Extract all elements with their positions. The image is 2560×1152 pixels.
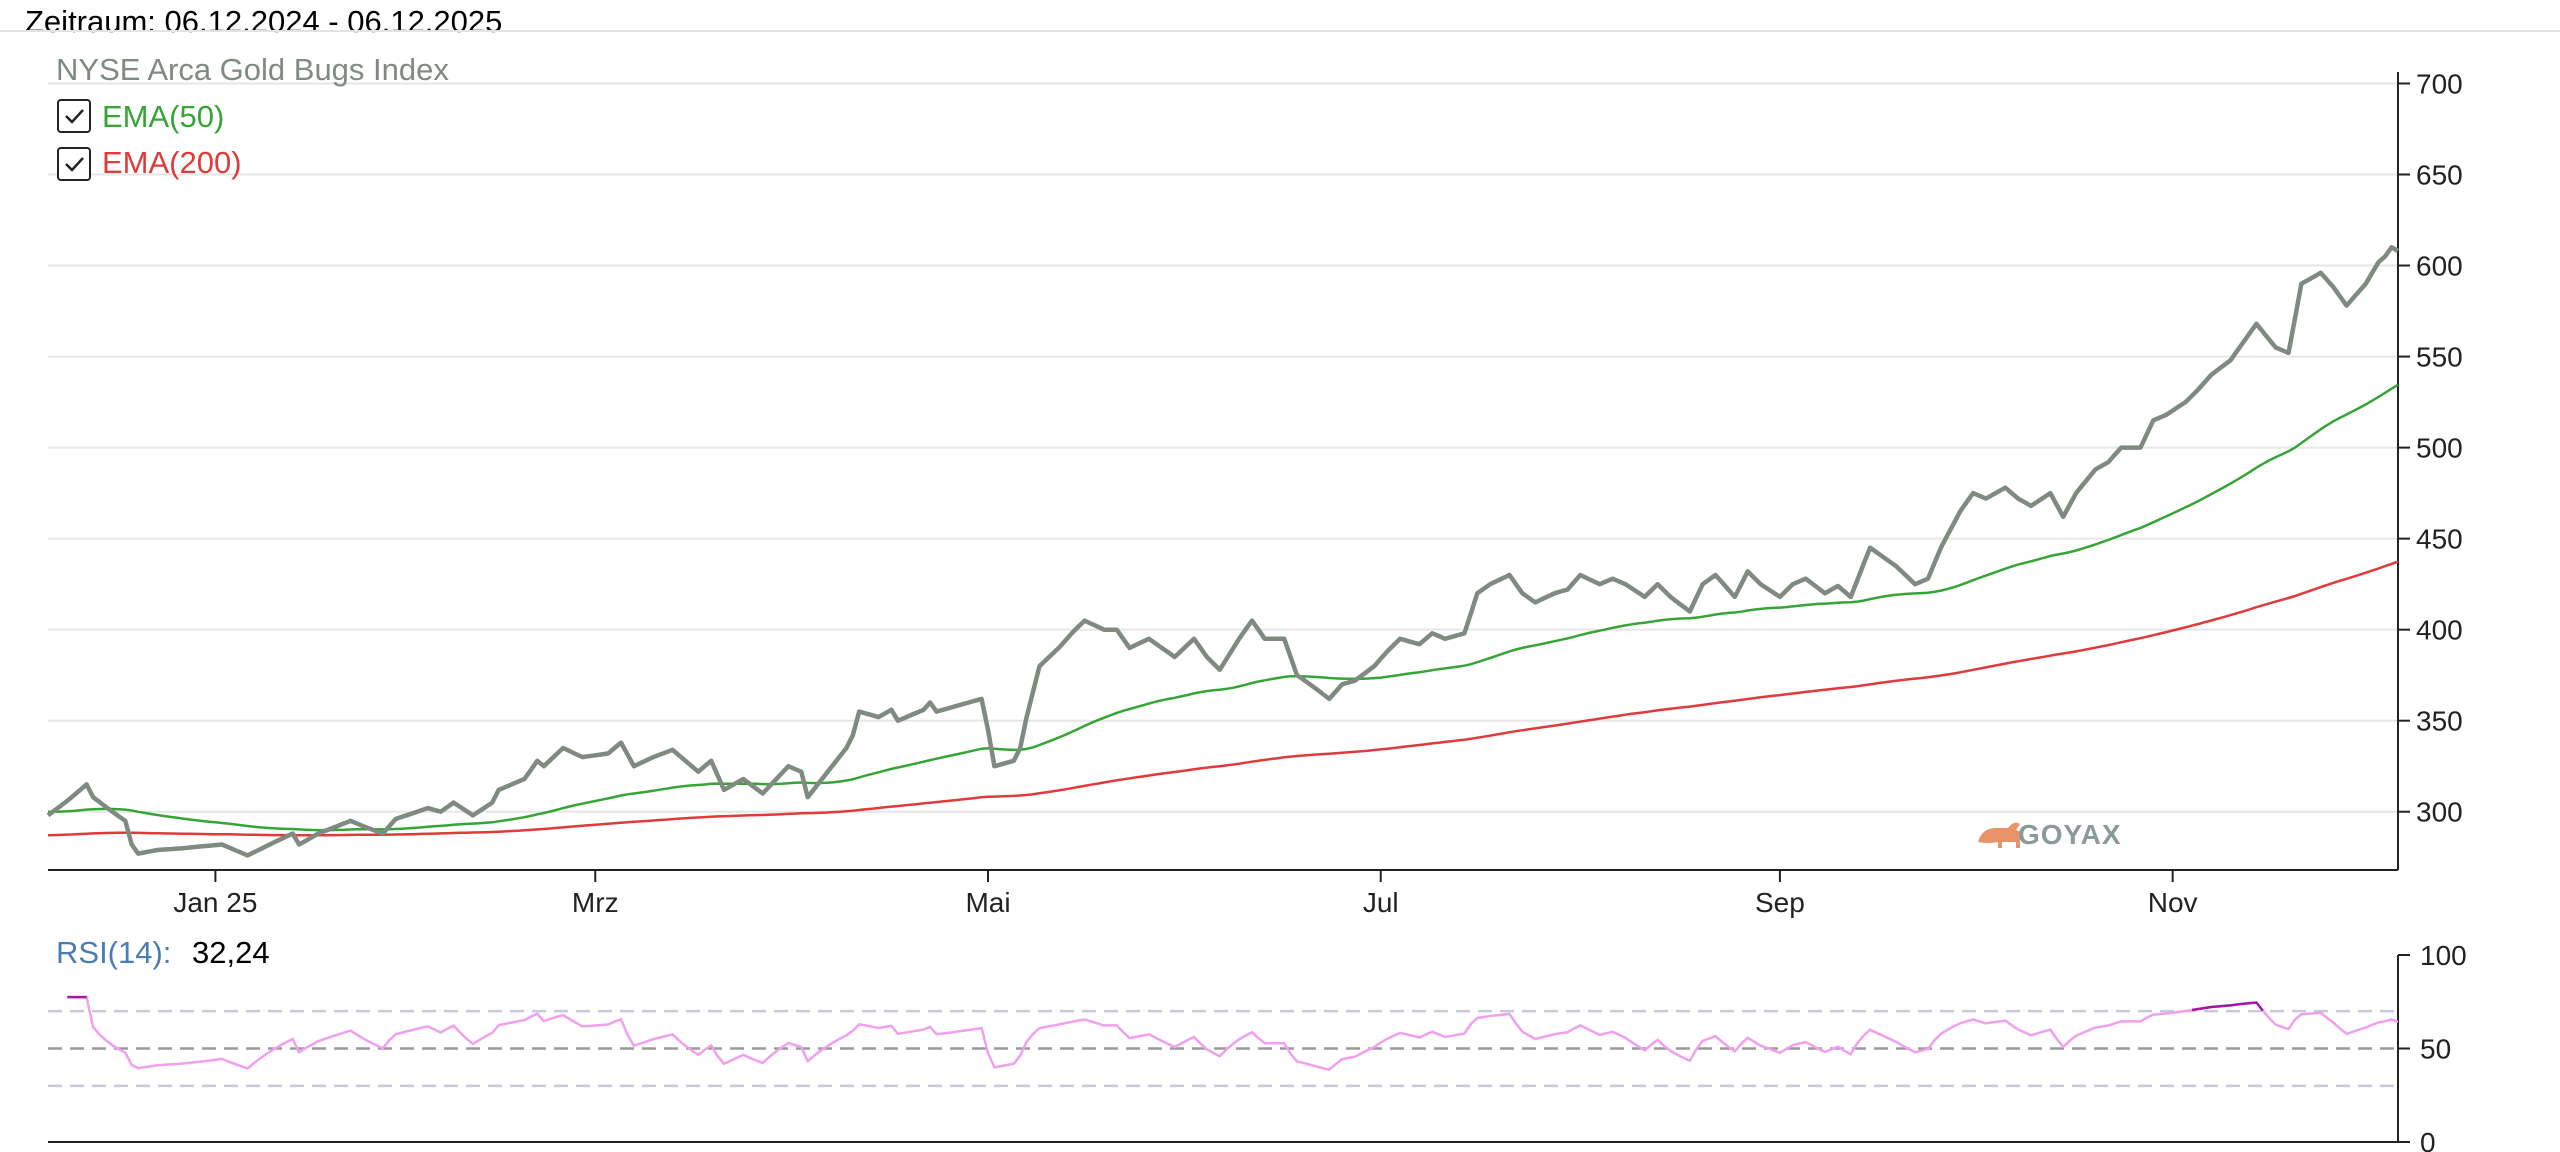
y-tick-label: 400: [2416, 615, 2463, 646]
y-tick-label: 450: [2416, 524, 2463, 555]
main-grid: [0, 30, 2560, 813]
ema200-line: [47, 560, 2399, 837]
rsi-y-tick-label: 0: [2420, 1127, 2436, 1152]
y-tick-label: 600: [2416, 251, 2463, 282]
rsi-y-tick-label: 100: [2420, 940, 2467, 971]
legend-ema200-checkbox[interactable]: [57, 147, 91, 181]
check-icon: [65, 157, 84, 172]
x-tick-label: Mai: [965, 887, 1010, 918]
ema50-line: [48, 383, 2399, 832]
y-tick-label: 550: [2416, 342, 2463, 373]
main-series: [46, 245, 2400, 858]
period-label: Zeitraum: 06.12.2024 - 06.12.2025: [25, 4, 503, 39]
goyax-logo: GOYAX: [1978, 819, 2122, 850]
y-tick-label: 500: [2416, 433, 2463, 464]
main-axes: 300 350 400 450 500 550 600 650 700 Jan 25 Mrz Mai J…: [48, 68, 2463, 918]
brand-name: GOYAX: [2018, 819, 2122, 850]
main-plot: 300 350 400 450 500 550 600 650 700 Jan 25 Mrz Mai J…: [0, 30, 2560, 918]
legend-ema200[interactable]: EMA(200): [57, 145, 242, 181]
x-tick-label: Jan 25: [173, 887, 257, 918]
x-tick-label: Sep: [1755, 887, 1805, 918]
rsi-line: [67, 995, 2399, 1072]
y-tick-label: 650: [2416, 159, 2463, 190]
rsi-value: 32,24: [192, 935, 270, 970]
legend-ema50-checkbox[interactable]: [57, 99, 91, 133]
y-tick-label: 700: [2416, 68, 2463, 99]
rsi-plot: RSI(14): 32,24 0 50 100: [48, 935, 2467, 1152]
legend-ema50-label[interactable]: EMA(50): [102, 99, 224, 134]
rsi-label: RSI(14):: [56, 935, 171, 970]
rsi-overbought-segment: [2191, 1001, 2264, 1012]
x-tick-label: Jul: [1363, 887, 1399, 918]
legend-ema200-label[interactable]: EMA(200): [102, 145, 242, 180]
x-tick-label: Mrz: [572, 887, 619, 918]
rsi-grid: [48, 1009, 2398, 1088]
rsi-series: [67, 995, 2399, 1072]
y-tick-label: 350: [2416, 706, 2463, 737]
rsi-y-tick-label: 50: [2420, 1034, 2451, 1065]
x-tick-label: Nov: [2148, 887, 2198, 918]
price-line: [46, 245, 2400, 858]
series-title: NYSE Arca Gold Bugs Index: [56, 52, 449, 87]
rsi-axes: 0 50 100: [48, 940, 2467, 1152]
y-tick-label: 300: [2416, 797, 2463, 828]
legend-ema50[interactable]: EMA(50): [57, 99, 224, 134]
check-icon: [65, 109, 84, 124]
bull-icon: [1978, 822, 2024, 848]
